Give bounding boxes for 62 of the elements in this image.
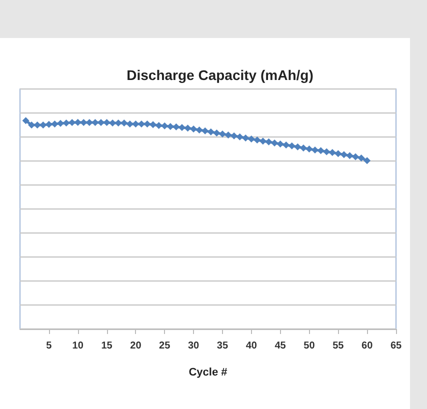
x-tick-label: 10 — [72, 340, 84, 352]
point — [259, 138, 266, 145]
point — [218, 130, 226, 138]
point — [358, 154, 365, 162]
point — [328, 149, 336, 156]
x-axis-title: Cycle # — [188, 366, 228, 378]
x-tick-label: 50 — [304, 340, 316, 352]
point — [276, 140, 284, 148]
point — [62, 119, 70, 126]
point — [207, 128, 214, 136]
point — [340, 151, 348, 158]
x-tick-label: 25 — [159, 340, 171, 352]
point — [323, 148, 330, 156]
x-tick-label: 30 — [188, 340, 200, 352]
x-tick-label: 20 — [130, 340, 142, 352]
point — [265, 138, 272, 146]
point — [155, 122, 162, 129]
point — [161, 122, 168, 130]
x-tick-label: 15 — [101, 340, 113, 352]
point — [282, 142, 290, 149]
point — [254, 136, 261, 144]
point — [224, 132, 232, 139]
point — [150, 121, 157, 128]
point — [126, 120, 134, 128]
point — [92, 119, 99, 126]
point — [230, 132, 238, 140]
point — [172, 123, 180, 130]
point — [248, 136, 255, 142]
point — [288, 142, 296, 150]
point — [242, 134, 250, 142]
point — [294, 143, 302, 150]
x-tick-label: 5 — [46, 340, 52, 352]
point — [144, 120, 151, 128]
point — [120, 119, 128, 126]
point — [184, 124, 192, 132]
x-tick-label: 60 — [362, 340, 374, 352]
point — [300, 144, 307, 152]
point — [317, 147, 324, 154]
point — [40, 122, 47, 129]
point — [346, 152, 354, 160]
point — [236, 133, 244, 140]
point — [103, 119, 110, 126]
point — [51, 120, 58, 128]
point — [74, 118, 82, 126]
point — [334, 150, 342, 158]
x-tick-label: 55 — [332, 340, 344, 352]
point — [352, 153, 360, 160]
x-tick-label: 40 — [246, 340, 258, 352]
point — [271, 139, 278, 146]
point — [196, 126, 203, 134]
point — [213, 129, 220, 136]
x-tick-label: 65 — [390, 340, 402, 352]
point — [132, 120, 140, 128]
point — [202, 127, 209, 134]
point — [45, 120, 52, 128]
point — [364, 157, 371, 164]
point — [22, 117, 30, 124]
chart-title: Discharge Capacity (mAh/g) — [126, 67, 314, 83]
point — [190, 126, 198, 132]
x-tick-label: 45 — [274, 340, 286, 352]
x-tick-label: 35 — [216, 340, 228, 352]
point — [306, 146, 313, 152]
